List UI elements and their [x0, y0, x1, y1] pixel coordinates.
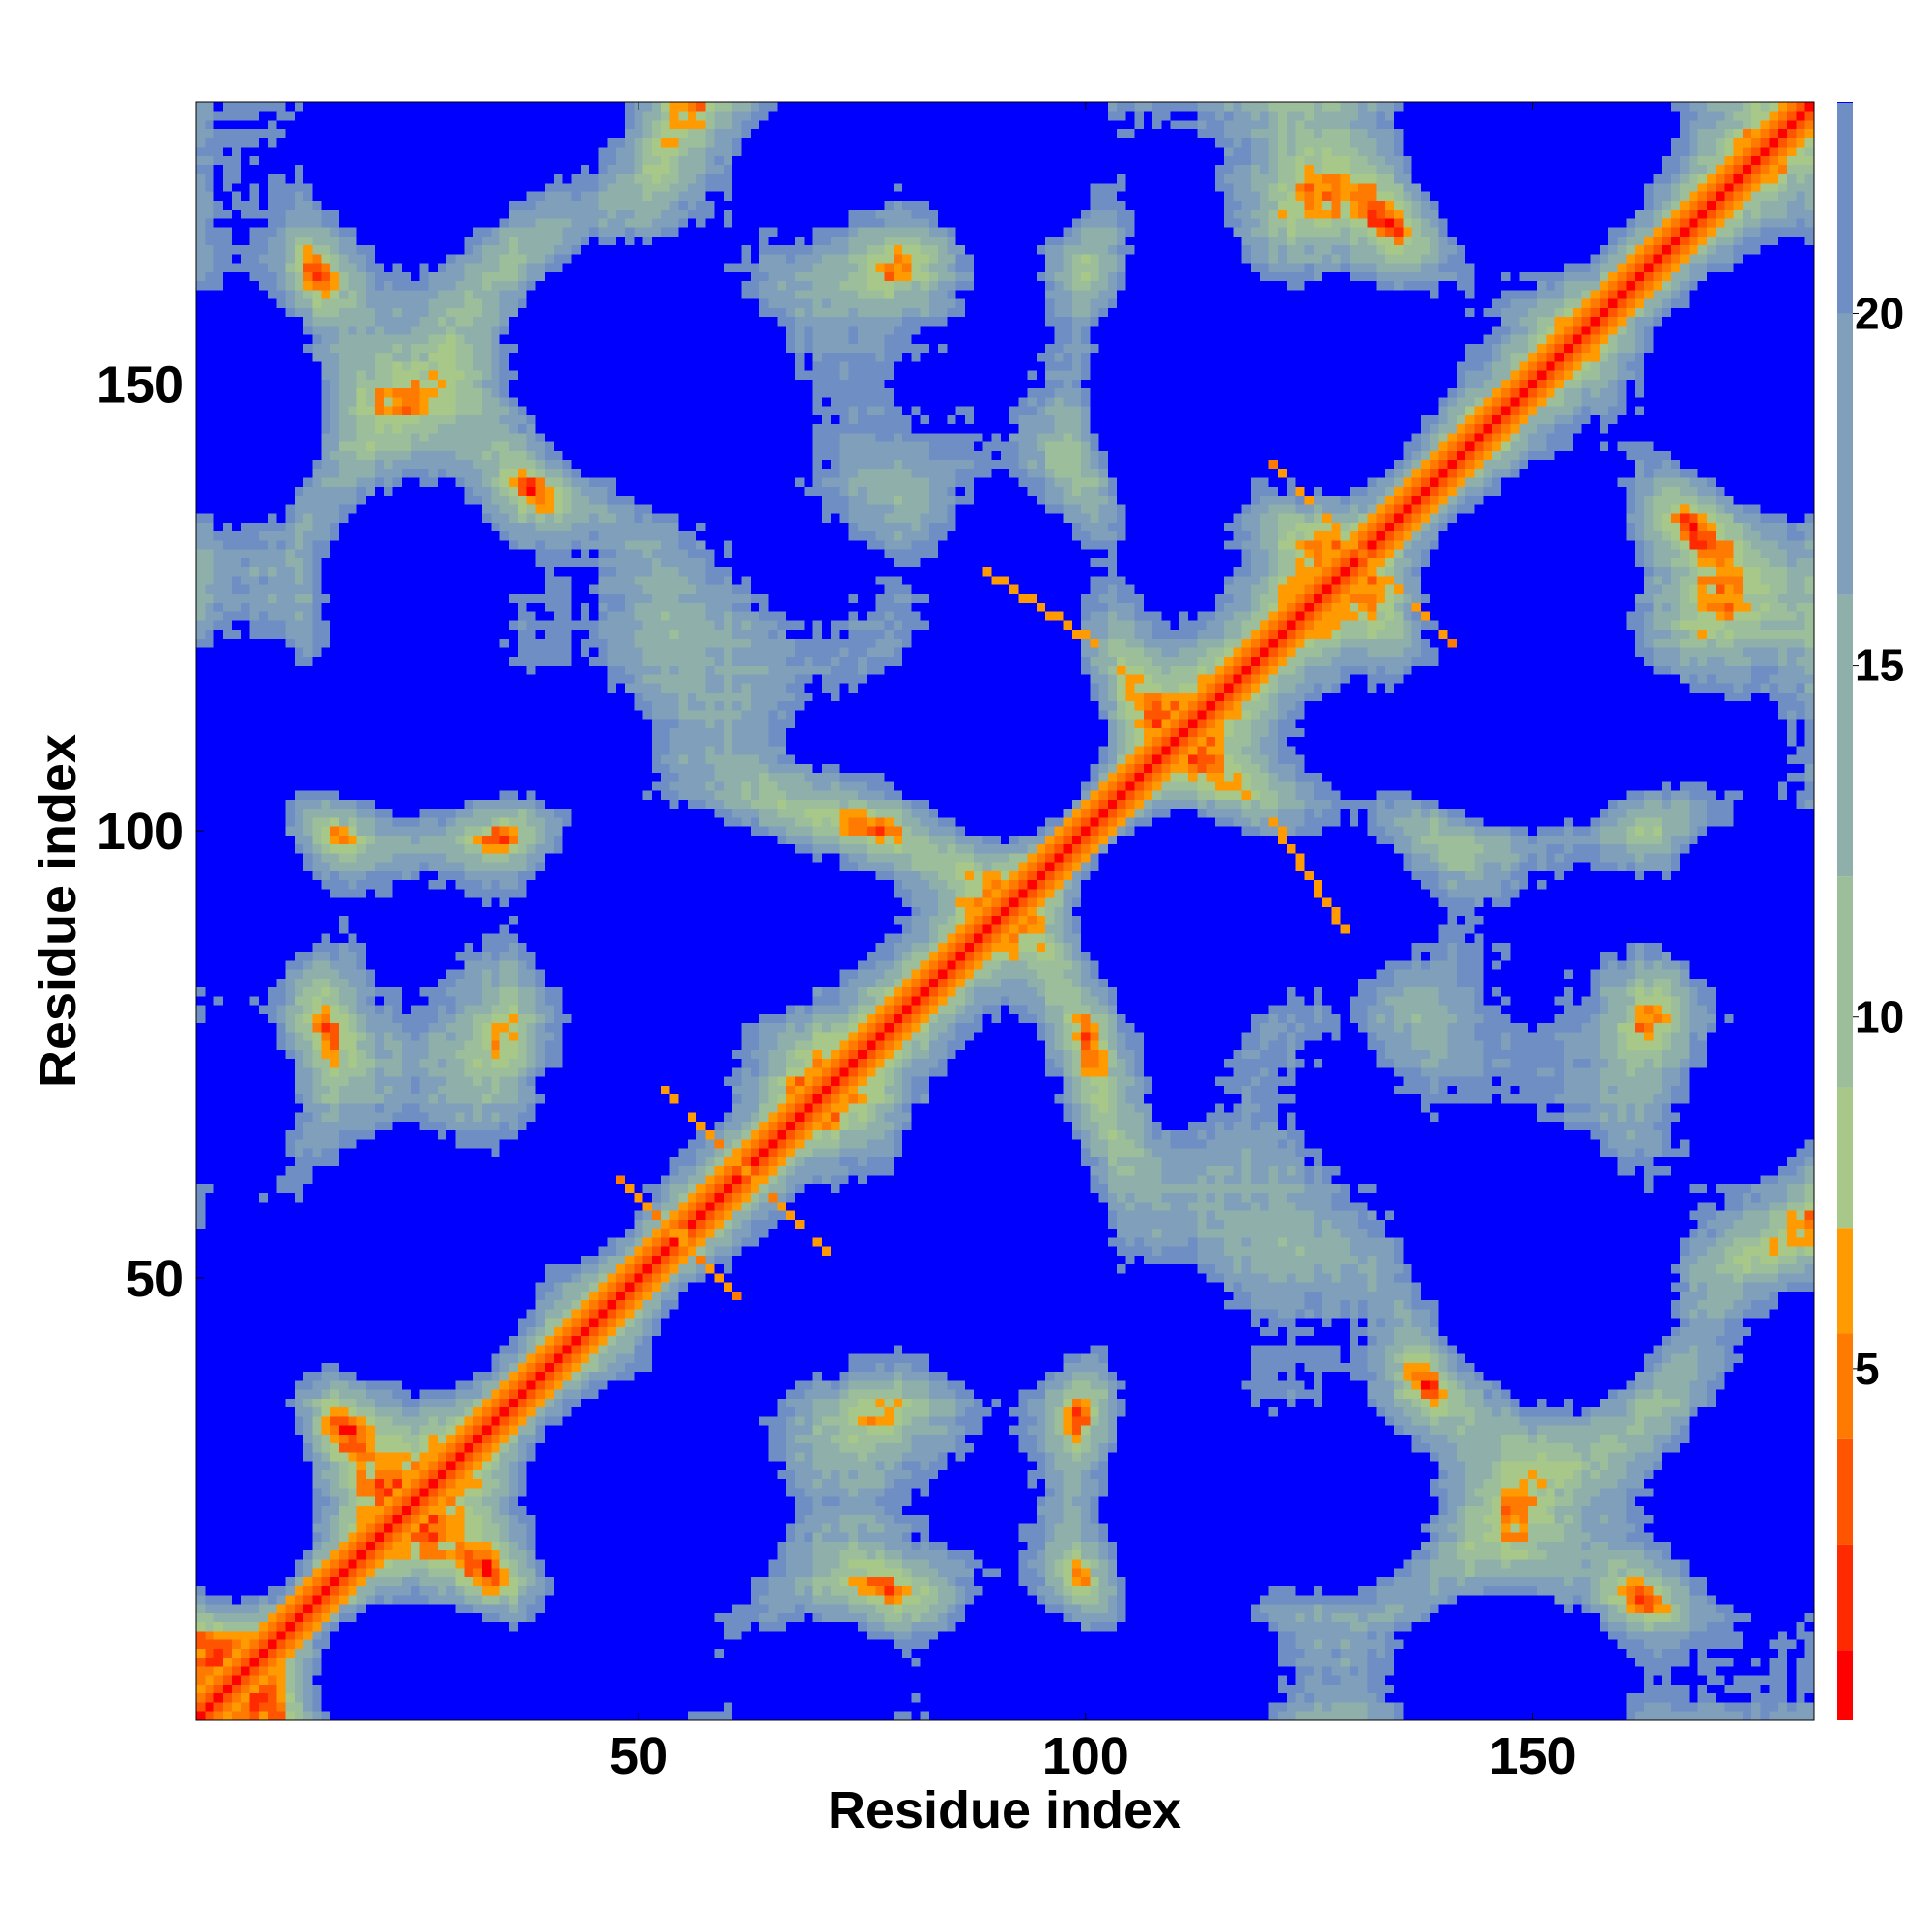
colorbar-band: [1837, 1228, 1853, 1334]
colorbar-band: [1837, 1650, 1853, 1720]
colorbar-band: [1837, 1333, 1853, 1439]
colorbar-band: [1837, 313, 1853, 595]
colorbar-band: [1837, 876, 1853, 1088]
colorbar-far-band: [1837, 102, 1853, 103]
colorbar-band: [1837, 1087, 1853, 1229]
x-axis-title: Residue index: [828, 1781, 1181, 1839]
x-tick-label: 150: [1489, 1727, 1576, 1785]
colorbar-band: [1837, 594, 1853, 877]
x-tick-label: 100: [1042, 1727, 1129, 1785]
y-axis-title: Residue index: [29, 734, 87, 1088]
colorbar-band: [1837, 102, 1853, 314]
colorbar-tick-label: 10: [1855, 992, 1904, 1042]
y-tick-label: 100: [97, 803, 184, 861]
y-tick-label: 150: [97, 356, 184, 414]
heatmap-plot-area: [196, 102, 1814, 1720]
x-tick-label: 50: [610, 1727, 668, 1785]
colorbar-tick-label: 15: [1855, 640, 1904, 691]
colorbar-band: [1837, 1544, 1853, 1651]
plot-frame: [195, 101, 1815, 1721]
colorbar-tick-label: 20: [1855, 288, 1904, 338]
y-tick-label: 50: [126, 1250, 184, 1308]
colorbar-band: [1837, 1438, 1853, 1545]
colorbar-tick-label: 5: [1855, 1344, 1880, 1394]
